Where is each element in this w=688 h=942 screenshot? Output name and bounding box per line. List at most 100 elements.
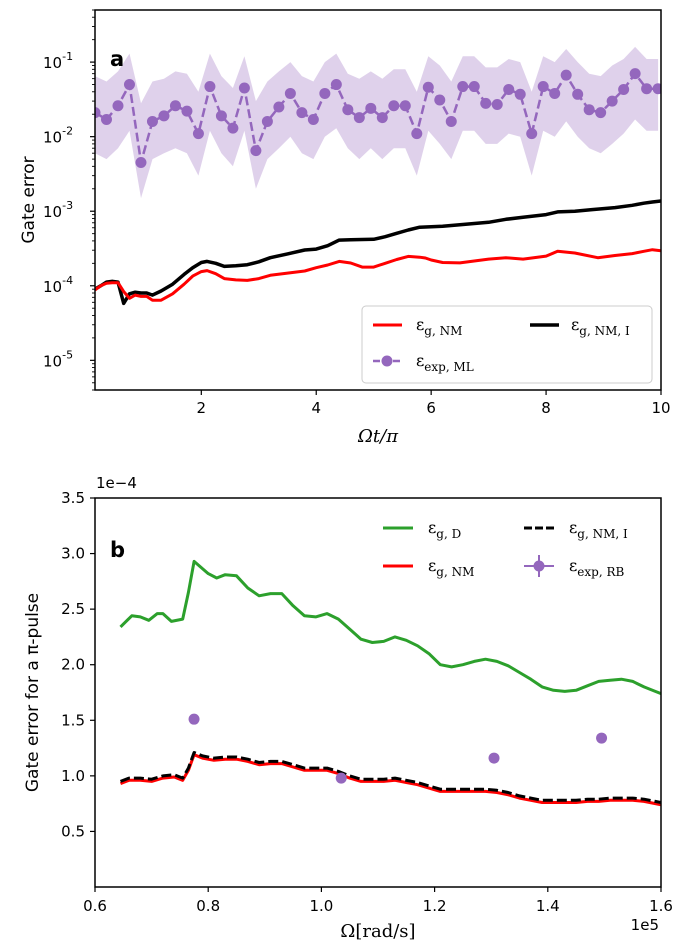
- y-tick-label: 10-4: [43, 274, 73, 296]
- legend-frame: [361, 305, 653, 384]
- panel-a-x-axis-label: Ωt/π: [357, 426, 399, 447]
- x-tick-label: 4: [311, 399, 321, 417]
- exp-ml-point: [480, 97, 492, 109]
- exp-ml-point: [583, 104, 595, 116]
- legend-label-g-nm-i: εg, NM, I: [569, 518, 628, 541]
- exp-ml-point: [457, 81, 469, 93]
- panel-b-plot-area: [119, 559, 661, 807]
- panel-a-frame: [94, 9, 662, 391]
- exp-ml-point: [146, 115, 158, 127]
- exp-rb-point: [188, 713, 200, 725]
- y-tick-label: 2.5: [61, 600, 85, 618]
- legend-marker-exp-ml: [381, 355, 393, 367]
- panel-b-x-offset-label: 1e5: [631, 916, 659, 934]
- exp-ml-point: [158, 110, 170, 122]
- exp-ml-point: [376, 112, 388, 124]
- exp-ml-point: [560, 69, 572, 81]
- panel-b-y-axis-label: Gate error for a π-pulse: [23, 593, 43, 792]
- panel-a-label: a: [110, 47, 124, 71]
- panel-a-y-axis-label: Gate error: [19, 156, 39, 243]
- exp-ml-point: [445, 115, 457, 127]
- panel-b-x-axis-label: Ω[rad/s]: [340, 921, 415, 942]
- panel-b-label: b: [110, 538, 125, 562]
- panel-b-y-offset-label: 1e−4: [96, 474, 137, 492]
- exp-ml-point: [468, 81, 480, 93]
- exp-ml-point: [181, 105, 193, 117]
- exp-ml-point: [227, 122, 239, 134]
- exp-ml-point: [192, 128, 204, 140]
- legend-label-g-nm: εg, NM: [416, 315, 462, 338]
- exp-ml-point: [514, 88, 526, 100]
- exp-ml-point: [572, 88, 584, 100]
- exp-ml-point: [330, 79, 342, 91]
- exp-ml-point: [95, 107, 101, 119]
- exp-ml-point: [641, 83, 653, 95]
- exp-ml-point: [238, 82, 250, 94]
- x-tick-label: 8: [541, 399, 551, 417]
- x-tick-label: 1.6: [649, 897, 673, 915]
- panel-a-plot-area: [95, 46, 661, 306]
- exp-ml-point: [353, 112, 365, 124]
- g-nm-i-line: [95, 199, 661, 306]
- x-tick-label: 0.8: [196, 897, 220, 915]
- exp-ml-point: [307, 113, 319, 125]
- panel-a-legend: [361, 305, 653, 384]
- exp-ml-point: [491, 99, 503, 111]
- exp-ml-point: [434, 94, 446, 106]
- exp-ml-point: [250, 145, 262, 157]
- y-tick-label: 2.0: [61, 656, 85, 674]
- exp-ml-point: [135, 157, 147, 169]
- x-tick-label: 1.2: [423, 897, 447, 915]
- panel-b-frame: [94, 497, 662, 888]
- exp-ml-point: [422, 81, 434, 93]
- exp-ml-point: [652, 83, 661, 95]
- legend-label-exp-ml: εexp, ML: [416, 351, 474, 374]
- exp-ml-point: [169, 100, 181, 112]
- g-d-line: [119, 559, 661, 695]
- g-nm-line: [119, 753, 661, 807]
- legend-label-exp-rb: εexp, RB: [569, 556, 625, 579]
- exp-ml-point: [595, 107, 607, 119]
- y-tick-label: 1.5: [61, 711, 85, 729]
- legend-label-g-d: εg, D: [428, 518, 461, 541]
- legend-label-g-nm-i: εg, NM, I: [571, 315, 630, 338]
- g-nm-line: [95, 248, 661, 302]
- exp-ml-point: [342, 104, 354, 116]
- y-tick-label: 3.5: [61, 489, 85, 507]
- y-tick-label: 10-1: [43, 50, 73, 72]
- exp-ml-point: [526, 128, 538, 140]
- exp-ml-uncertainty-band: [95, 46, 659, 199]
- exp-ml-point: [273, 101, 285, 113]
- exp-rb-point: [335, 772, 347, 784]
- y-tick-label: 0.5: [61, 822, 85, 840]
- y-tick-label: 10-5: [43, 348, 73, 370]
- exp-ml-point: [549, 87, 561, 99]
- exp-ml-point: [537, 81, 549, 93]
- exp-ml-point: [296, 107, 308, 119]
- g-nm-i-line: [119, 751, 661, 804]
- exp-ml-point: [503, 83, 515, 95]
- y-tick-label: 10-3: [43, 199, 73, 221]
- exp-ml-point: [261, 115, 273, 127]
- x-tick-label: 6: [426, 399, 436, 417]
- exp-ml-point: [284, 87, 296, 99]
- y-tick-label: 3.0: [61, 545, 85, 563]
- x-tick-label: 1.4: [536, 897, 560, 915]
- exp-ml-point: [606, 95, 618, 107]
- y-tick-label: 10-2: [43, 125, 73, 147]
- x-tick-label: 0.6: [83, 897, 107, 915]
- exp-ml-point: [215, 110, 227, 122]
- exp-ml-point: [399, 100, 411, 112]
- exp-ml-point: [618, 83, 630, 95]
- exp-ml-point: [319, 87, 331, 99]
- x-tick-label: 1.0: [309, 897, 333, 915]
- exp-rb-point: [488, 752, 500, 764]
- exp-rb-point: [596, 732, 608, 744]
- exp-ml-point: [112, 100, 124, 112]
- x-tick-label: 2: [197, 399, 207, 417]
- exp-ml-point: [204, 81, 216, 93]
- exp-ml-point: [388, 100, 400, 112]
- y-tick-label: 1.0: [61, 767, 85, 785]
- exp-ml-point: [100, 113, 112, 125]
